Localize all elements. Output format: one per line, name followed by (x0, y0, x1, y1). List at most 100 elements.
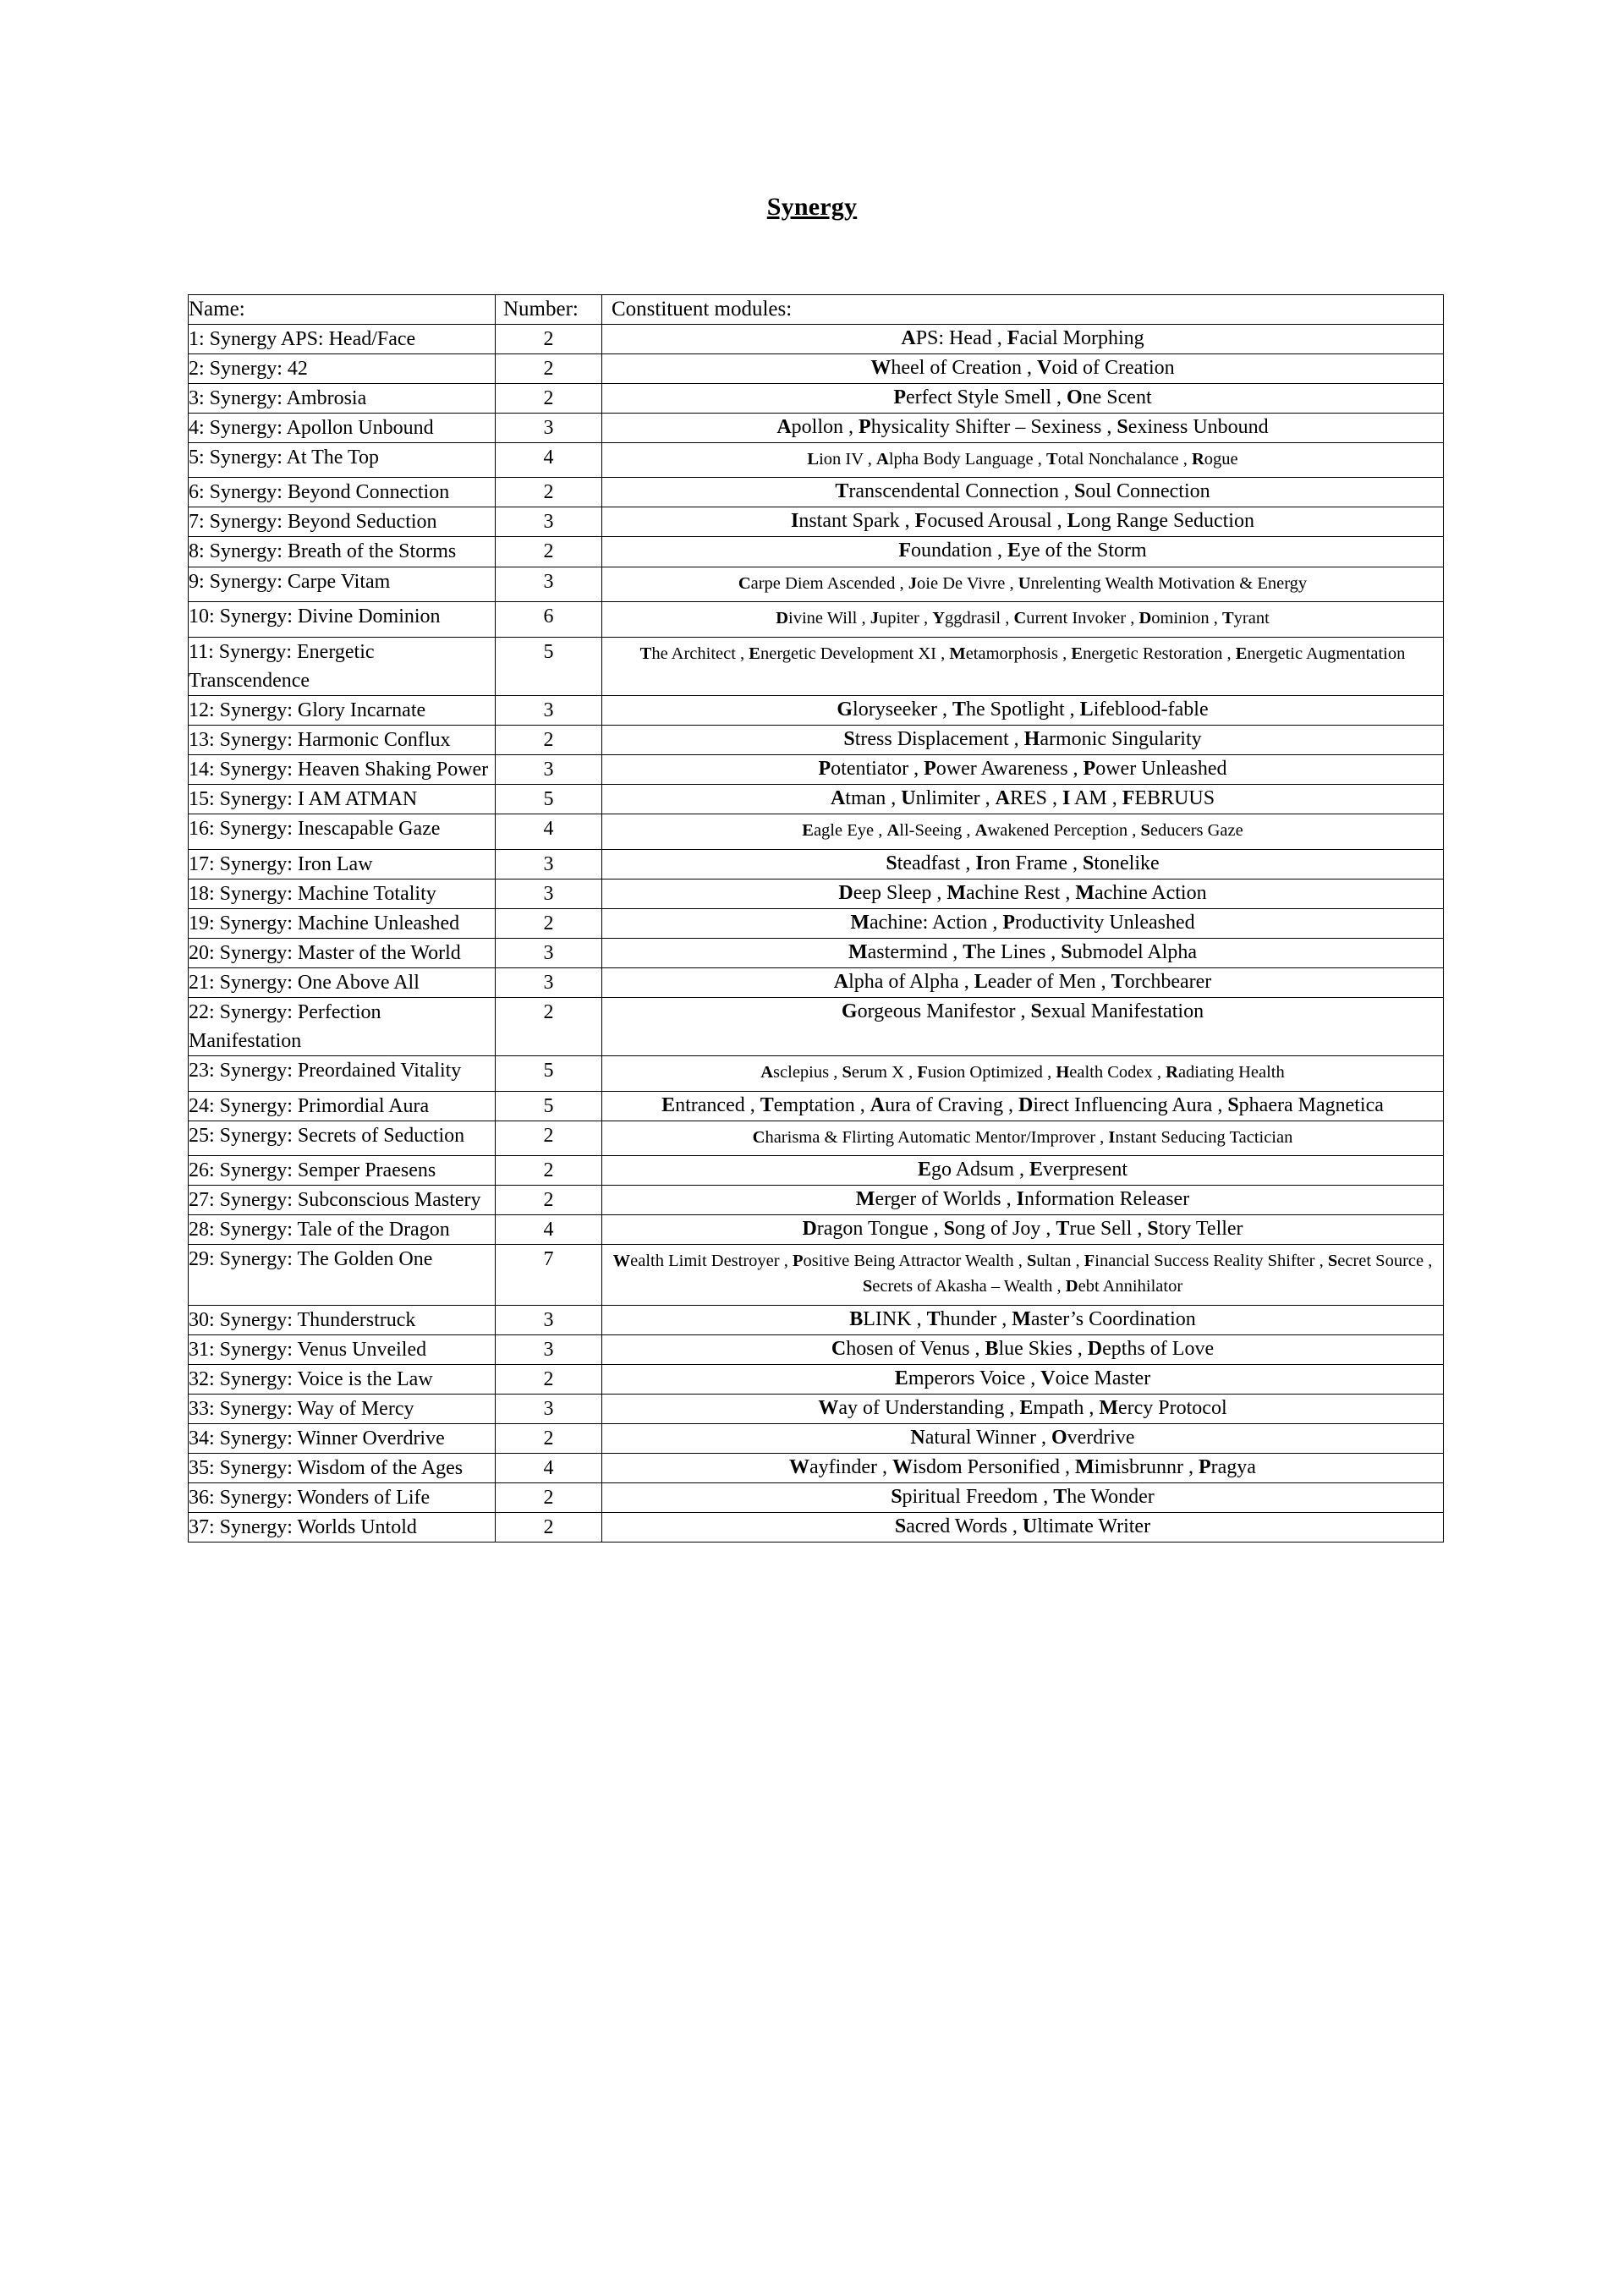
cell-synergy-name: 8: Synergy: Breath of the Storms (188, 536, 496, 567)
cell-constituent-modules: Potentiator , Power Awareness , Power Un… (601, 753, 1444, 785)
module-name: roductivity Unleashed (1015, 911, 1195, 934)
module-initial: S (891, 1485, 903, 1508)
module-name: ltimate Writer (1037, 1515, 1151, 1538)
cell-module-count: 2 (495, 323, 602, 354)
cell-synergy-name: 21: Synergy: One Above All (188, 967, 496, 998)
module-name: yrant (1233, 609, 1270, 628)
module-name: hunder (940, 1307, 997, 1330)
cell-synergy-name: 35: Synergy: Wisdom of the Ages (188, 1452, 496, 1483)
cell-constituent-modules: Asclepius , Serum X , Fusion Optimized ,… (601, 1055, 1444, 1092)
cell-module-count: 5 (495, 1090, 602, 1121)
module-initial: S (1327, 1252, 1338, 1271)
module-initial: S (1082, 852, 1095, 874)
cell-module-count: 5 (495, 1055, 602, 1092)
module-name: epths of Love (1102, 1337, 1215, 1360)
module-initial: T (952, 698, 966, 721)
module-name: educers Gaze (1149, 821, 1243, 841)
module-initial: S (1140, 821, 1150, 841)
module-initial: T (926, 1307, 941, 1330)
module-name: hosen of Venus (846, 1337, 970, 1360)
table-row: 26: Synergy: Semper Praesens 2 Ego Adsum ,… (188, 1155, 1444, 1186)
cell-synergy-name: 22: Synergy: Perfection Manifestation (188, 996, 496, 1057)
module-name: EBRUUS (1134, 786, 1215, 809)
module-name: astermind (867, 940, 948, 963)
cell-synergy-name: 29: Synergy: The Golden One (188, 1244, 496, 1306)
module-name: nstant Seducing Tactician (1115, 1127, 1293, 1147)
cell-module-count: 3 (495, 967, 602, 998)
module-name: atural Winner (924, 1426, 1036, 1449)
synergy-table-container: Name: Number: Constituent modules: 1: Sy… (188, 294, 1444, 1543)
module-name: irect Influencing Aura (1033, 1093, 1213, 1116)
module-name: ubmodel Alpha (1072, 940, 1197, 963)
cell-module-count: 2 (495, 1512, 602, 1543)
module-name: nergetic Restoration (1083, 644, 1223, 663)
module-name: ragon Tongue (816, 1218, 929, 1241)
module-name: aster’s Coordination (1030, 1307, 1196, 1330)
cell-synergy-name: 12: Synergy: Glory Incarnate (188, 694, 496, 726)
module-name: hysicality Shifter – Sexiness (870, 415, 1102, 438)
module-name: ron Frame (983, 852, 1067, 874)
module-initial: P (859, 415, 871, 438)
module-name: ower Unleashed (1095, 757, 1227, 780)
module-name: usion Optimized (927, 1063, 1043, 1082)
table-row: 5: Synergy: At The Top 4 Lion IV , Alpha B… (188, 441, 1444, 479)
module-initial: D (1065, 1276, 1078, 1296)
cell-module-count: 6 (495, 601, 602, 638)
cell-module-count: 3 (495, 694, 602, 726)
cell-synergy-name: 1: Synergy APS: Head/Face (188, 323, 496, 354)
module-initial: S (843, 727, 855, 750)
cell-constituent-modules: BLINK , Thunder , Master’s Coordination (601, 1304, 1444, 1335)
module-name: ogue (1204, 449, 1238, 469)
module-initial: T (1221, 609, 1234, 628)
cell-constituent-modules: Natural Winner , Overdrive (601, 1422, 1444, 1454)
module-name: PS: Head (915, 326, 992, 349)
module-initial: J (908, 573, 918, 593)
module-initial: S (943, 1218, 955, 1241)
module-initial: R (1191, 449, 1204, 469)
module-initial: L (974, 970, 988, 993)
module-name: phaera Magnetica (1238, 1093, 1384, 1116)
cell-constituent-modules: Chosen of Venus , Blue Skies , Depths of… (601, 1334, 1444, 1365)
cell-synergy-name: 33: Synergy: Way of Mercy (188, 1393, 496, 1424)
cell-constituent-modules: Foundation , Eye of the Storm (601, 536, 1444, 567)
table-row: 11: Synergy: Energetic Transcendence 5 The… (188, 636, 1444, 696)
column-header-name: Name: (188, 294, 496, 325)
cell-synergy-name: 13: Synergy: Harmonic Conflux (188, 724, 496, 755)
module-initial: B (985, 1337, 999, 1360)
page-title: Synergy (766, 193, 858, 221)
table-row: 17: Synergy: Iron Law 3 Steadfast , Iron F… (188, 848, 1444, 879)
module-name: otentiator (831, 757, 909, 780)
module-initial: E (1235, 644, 1248, 663)
module-initial: S (1116, 415, 1128, 438)
module-name: oie De Vivre (917, 573, 1006, 593)
module-initial: S (886, 852, 897, 874)
cell-constituent-modules: Entranced , Temptation , Aura of Craving… (601, 1090, 1444, 1121)
cell-constituent-modules: Lion IV , Alpha Body Language , Total No… (601, 441, 1444, 479)
cell-synergy-name: 28: Synergy: Tale of the Dragon (188, 1214, 496, 1246)
module-initial: A (833, 970, 849, 993)
module-name: mpath (1033, 1396, 1084, 1419)
cell-module-count: 2 (495, 353, 602, 384)
module-initial: T (1056, 1218, 1070, 1241)
table-row: 6: Synergy: Beyond Connection 2 Transcende… (188, 477, 1444, 508)
module-initial: T (963, 940, 977, 963)
module-initial: A (995, 786, 1010, 809)
module-name: LINK (863, 1307, 912, 1330)
module-name: ong Range Seduction (1080, 510, 1254, 533)
cell-module-count: 2 (495, 1482, 602, 1514)
module-name: he Lines (976, 940, 1046, 963)
table-header: Name: Number: Constituent modules: (188, 294, 1444, 325)
module-initial: S (1061, 940, 1073, 963)
module-name: achine Rest (966, 881, 1061, 904)
cell-synergy-name: 3: Synergy: Ambrosia (188, 382, 496, 414)
module-initial: M (949, 644, 966, 663)
cell-module-count: 3 (495, 878, 602, 909)
module-initial: W (892, 1455, 913, 1478)
table-row: 33: Synergy: Way of Mercy 3 Way of Underst… (188, 1393, 1444, 1424)
cell-synergy-name: 5: Synergy: At The Top (188, 441, 496, 479)
cell-module-count: 5 (495, 783, 602, 815)
cell-module-count: 2 (495, 382, 602, 414)
module-initial: A (886, 821, 900, 841)
cell-synergy-name: 4: Synergy: Apollon Unbound (188, 412, 496, 443)
